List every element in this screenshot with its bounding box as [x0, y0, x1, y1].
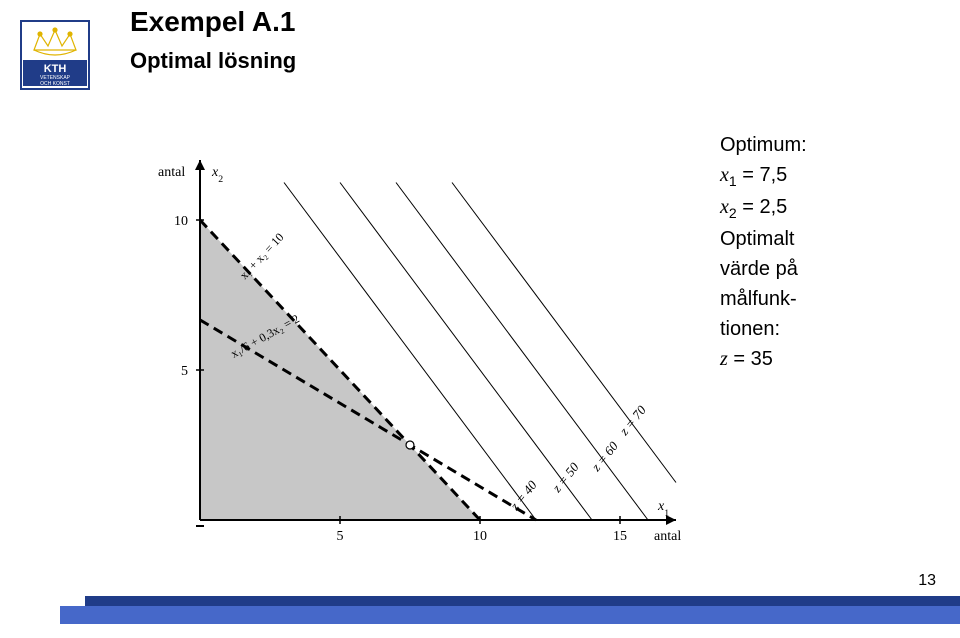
opt-text-1: Optimalt [720, 224, 807, 254]
footer-bar-dark [85, 596, 960, 606]
x2-line: x2 = 2,5 [720, 192, 807, 224]
optimum-point [406, 441, 414, 449]
y-axis-label: x2 [211, 165, 223, 185]
x2-var: x [720, 196, 729, 218]
kth-logo: KTH VETENSKAP OCH KONST [20, 20, 90, 90]
footer-bar-light [60, 606, 960, 624]
objective-label: z = 60 [588, 438, 622, 475]
x1-var: x [720, 164, 729, 186]
x-tick-label: 15 [613, 529, 627, 544]
y-tick-label: 10 [174, 214, 188, 229]
results-block: Optimum: x1 = 7,5 x2 = 2,5 Optimalt värd… [720, 130, 807, 374]
optimum-header: Optimum: [720, 130, 807, 160]
page-title: Exempel A.1 [130, 6, 295, 38]
lp-chart: 51015510x2antalx1antalx₁ + x₂ = 10x₁/6 +… [120, 100, 700, 570]
footer-bars [0, 602, 960, 638]
x2-val: = 2,5 [737, 196, 788, 218]
x-axis-unit: antal [654, 529, 681, 544]
x-axis-label: x1 [657, 499, 669, 519]
opt-text-3: målfunk- [720, 284, 807, 314]
y-tick-label: 5 [181, 364, 188, 379]
opt-text-2: värde på [720, 254, 807, 284]
logo-text-kth: KTH [44, 63, 67, 75]
z-val: = 35 [728, 348, 773, 370]
x2-sub: 2 [729, 205, 737, 221]
x-tick-label: 5 [337, 529, 344, 544]
logo-text-och: OCH KONST [40, 81, 70, 87]
x-tick-label: 10 [473, 529, 487, 544]
z-var: z [720, 348, 728, 370]
objective-label: z = 40 [506, 477, 540, 514]
objective-line [452, 183, 676, 483]
objective-label: z = 50 [548, 459, 582, 496]
y-axis-unit: antal [158, 165, 185, 180]
feasible-region [200, 220, 480, 520]
page-subtitle: Optimal lösning [130, 48, 296, 74]
x1-line: x1 = 7,5 [720, 160, 807, 192]
x1-val: = 7,5 [737, 164, 788, 186]
x1-sub: 1 [729, 173, 737, 189]
constraint-label: x₁ + x₂ = 10 [237, 230, 287, 282]
y-axis-arrow [195, 160, 205, 170]
opt-text-4: tionen: [720, 314, 807, 344]
z-line: z = 35 [720, 344, 807, 374]
page-number: 13 [918, 572, 936, 590]
